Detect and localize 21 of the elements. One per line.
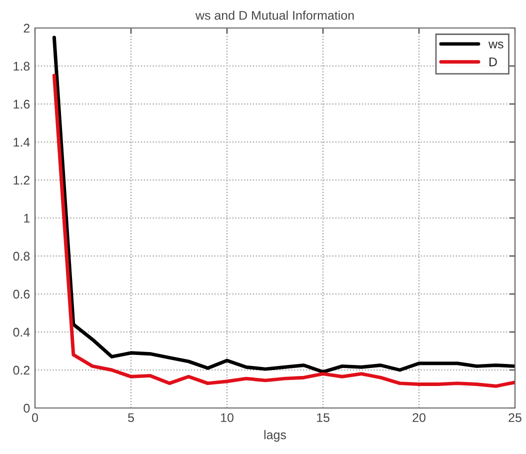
x-tick-label: 10 [221, 413, 234, 422]
x-tick-label: 25 [508, 413, 522, 422]
legend-label: D [490, 58, 497, 66]
x-axis-title: lags [264, 430, 286, 442]
y-tick-label: 2 [24, 24, 30, 33]
x-tick-label: 20 [412, 413, 426, 422]
y-tick-label: 1 [24, 214, 30, 223]
chart-title: ws and D Mutual Information [195, 10, 354, 20]
x-tick-label: 5 [128, 413, 134, 422]
y-tick-label: 0 [24, 404, 30, 413]
legend-label: ws [488, 42, 504, 48]
y-tick-label: 0.8 [13, 252, 30, 261]
x-tick-label: 15 [317, 413, 330, 422]
y-tick-label: 0.4 [13, 328, 30, 337]
y-tick-label: 0.2 [13, 366, 30, 375]
y-tick-label: 1.6 [14, 100, 30, 109]
y-tick-label: 0.6 [13, 290, 30, 299]
y-tick-label: 1.2 [14, 176, 30, 185]
y-tick-label: 1.4 [14, 138, 30, 147]
y-tick-label: 1.8 [14, 62, 30, 71]
x-tick-label: 0 [32, 413, 38, 422]
